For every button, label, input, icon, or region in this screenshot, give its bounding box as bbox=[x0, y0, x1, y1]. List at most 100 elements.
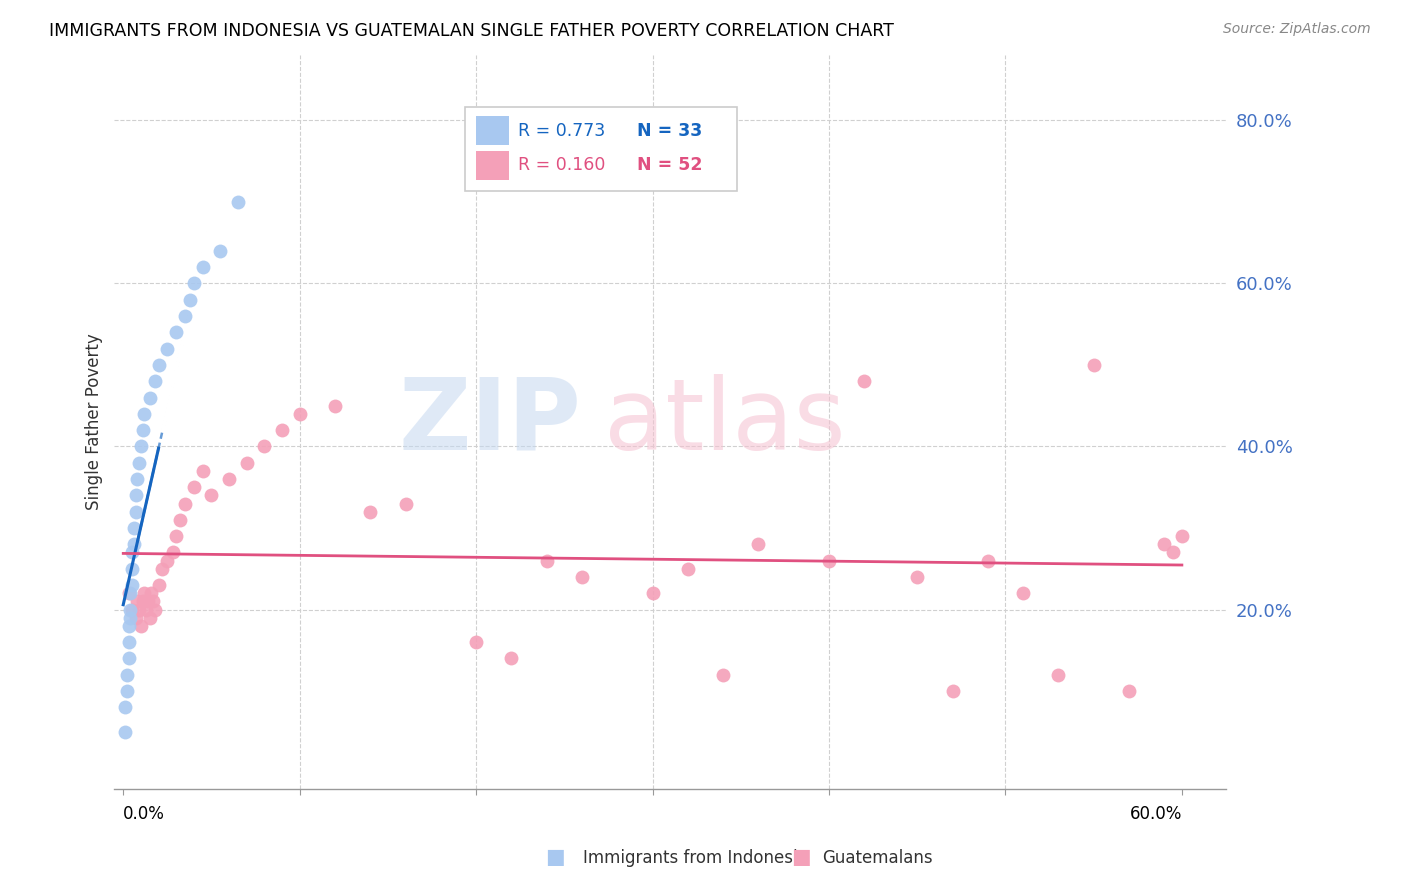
Text: Source: ZipAtlas.com: Source: ZipAtlas.com bbox=[1223, 22, 1371, 37]
Point bbox=[115, 667, 138, 681]
Point bbox=[127, 594, 149, 608]
Text: Guatemalans: Guatemalans bbox=[823, 849, 934, 867]
Text: R = 0.773: R = 0.773 bbox=[517, 121, 605, 140]
Text: 60.0%: 60.0% bbox=[1129, 805, 1182, 823]
Point bbox=[179, 293, 201, 307]
Text: ■: ■ bbox=[792, 847, 811, 867]
Point bbox=[394, 497, 416, 511]
Point bbox=[135, 602, 157, 616]
Point bbox=[218, 472, 240, 486]
Point bbox=[124, 505, 146, 519]
Point bbox=[143, 602, 166, 616]
Point bbox=[1012, 586, 1035, 600]
Point bbox=[148, 578, 170, 592]
Point bbox=[148, 358, 170, 372]
Point bbox=[143, 374, 166, 388]
Point bbox=[142, 594, 165, 608]
Point bbox=[1047, 667, 1070, 681]
Point bbox=[120, 610, 142, 624]
Point bbox=[150, 562, 173, 576]
Point bbox=[209, 244, 232, 258]
Point bbox=[114, 700, 136, 714]
Point bbox=[138, 610, 160, 624]
Point bbox=[235, 456, 257, 470]
Point bbox=[165, 529, 187, 543]
Point bbox=[1161, 545, 1184, 559]
Point bbox=[127, 472, 149, 486]
FancyBboxPatch shape bbox=[464, 106, 737, 191]
Point bbox=[536, 554, 558, 568]
Point bbox=[121, 562, 143, 576]
Text: 0.0%: 0.0% bbox=[124, 805, 165, 823]
Point bbox=[941, 684, 963, 698]
Point bbox=[117, 586, 139, 600]
Point bbox=[131, 594, 153, 608]
Point bbox=[1083, 358, 1105, 372]
Point bbox=[1153, 537, 1175, 551]
Point bbox=[122, 537, 145, 551]
Point bbox=[117, 619, 139, 633]
Text: R = 0.160: R = 0.160 bbox=[517, 156, 606, 174]
Point bbox=[134, 586, 156, 600]
Point bbox=[117, 635, 139, 649]
Point bbox=[136, 594, 159, 608]
Point bbox=[162, 545, 184, 559]
Point bbox=[114, 724, 136, 739]
Point bbox=[128, 602, 150, 616]
Text: atlas: atlas bbox=[603, 374, 845, 471]
Point bbox=[183, 277, 205, 291]
Text: N = 33: N = 33 bbox=[637, 121, 702, 140]
Point bbox=[131, 423, 153, 437]
Point bbox=[905, 570, 928, 584]
Point bbox=[156, 342, 179, 356]
Point bbox=[853, 374, 876, 388]
Point bbox=[141, 586, 163, 600]
Point bbox=[129, 440, 152, 454]
Point bbox=[121, 578, 143, 592]
Point bbox=[501, 651, 523, 665]
Point bbox=[121, 602, 143, 616]
Text: ZIP: ZIP bbox=[398, 374, 581, 471]
Point bbox=[359, 505, 381, 519]
Point bbox=[156, 554, 179, 568]
Point bbox=[120, 586, 142, 600]
Point bbox=[120, 602, 142, 616]
Point bbox=[128, 456, 150, 470]
Point bbox=[122, 521, 145, 535]
Point bbox=[134, 407, 156, 421]
Point bbox=[169, 513, 191, 527]
Point bbox=[818, 554, 841, 568]
Text: IMMIGRANTS FROM INDONESIA VS GUATEMALAN SINGLE FATHER POVERTY CORRELATION CHART: IMMIGRANTS FROM INDONESIA VS GUATEMALAN … bbox=[49, 22, 894, 40]
Point bbox=[323, 399, 346, 413]
Text: Immigrants from Indonesia: Immigrants from Indonesia bbox=[583, 849, 808, 867]
Point bbox=[117, 651, 139, 665]
Point bbox=[571, 570, 593, 584]
Point bbox=[129, 619, 152, 633]
Y-axis label: Single Father Poverty: Single Father Poverty bbox=[86, 334, 103, 510]
Point bbox=[174, 497, 197, 511]
Point bbox=[124, 488, 146, 502]
Point bbox=[676, 562, 699, 576]
Point bbox=[226, 194, 249, 209]
FancyBboxPatch shape bbox=[475, 151, 509, 180]
Point bbox=[465, 635, 488, 649]
Point bbox=[747, 537, 769, 551]
Point bbox=[138, 391, 160, 405]
Point bbox=[977, 554, 1000, 568]
Point bbox=[200, 488, 222, 502]
Point bbox=[191, 464, 214, 478]
Point bbox=[253, 440, 276, 454]
Point bbox=[641, 586, 664, 600]
Point bbox=[165, 326, 187, 340]
Point bbox=[121, 545, 143, 559]
Point bbox=[1171, 529, 1194, 543]
Point bbox=[183, 480, 205, 494]
FancyBboxPatch shape bbox=[475, 116, 509, 145]
Text: N = 52: N = 52 bbox=[637, 156, 703, 174]
Point bbox=[124, 610, 146, 624]
Text: ■: ■ bbox=[546, 847, 565, 867]
Point bbox=[191, 260, 214, 274]
Point bbox=[174, 309, 197, 323]
Point bbox=[271, 423, 294, 437]
Point bbox=[711, 667, 734, 681]
